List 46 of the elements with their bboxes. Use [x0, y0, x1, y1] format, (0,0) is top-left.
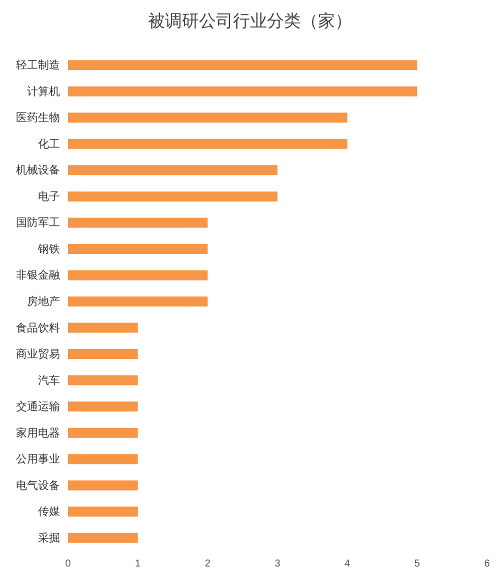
bar — [68, 402, 138, 412]
y-tick-label: 化工 — [38, 137, 60, 150]
y-tick-label: 机械设备 — [16, 164, 60, 177]
y-tick-label: 交通运输 — [16, 400, 60, 414]
bar — [68, 428, 138, 438]
bar — [68, 349, 138, 360]
y-tick-label: 传媒 — [38, 505, 60, 518]
x-tick-label: 0 — [65, 558, 72, 570]
bar — [68, 480, 138, 490]
bar — [68, 244, 208, 254]
y-tick-label: 钢铁 — [37, 242, 60, 256]
y-tick-label: 轻工制造 — [16, 58, 60, 72]
y-tick-label: 非银金融 — [16, 268, 60, 282]
x-tick-label: 3 — [274, 558, 281, 570]
y-tick-label: 医药生物 — [16, 111, 60, 124]
bar — [68, 296, 208, 306]
bar — [68, 138, 348, 149]
bar — [68, 375, 138, 386]
y-tick-label: 商业贸易 — [16, 348, 60, 361]
y-tick-label: 汽车 — [38, 374, 60, 387]
bar — [68, 270, 208, 280]
x-tick-label: 2 — [204, 558, 211, 570]
y-tick-label: 电气设备 — [16, 478, 60, 492]
chart-title: 被调研公司行业分类（家） — [148, 12, 352, 32]
x-tick-label: 5 — [414, 558, 420, 570]
y-tick-label: 采掘 — [38, 531, 60, 544]
y-tick-label: 房地产 — [27, 295, 60, 308]
y-tick-label: 电子 — [38, 190, 60, 203]
bar — [68, 60, 418, 70]
bar — [68, 86, 418, 96]
x-tick-label: 6 — [484, 558, 490, 570]
bar — [68, 532, 138, 543]
bar — [68, 454, 138, 464]
y-tick-label: 食品饮料 — [16, 321, 60, 334]
x-tick-label: 1 — [135, 558, 142, 570]
bar — [68, 112, 348, 123]
x-tick-label: 4 — [344, 558, 351, 570]
bar — [68, 191, 278, 202]
bar — [68, 165, 278, 176]
bar — [68, 322, 138, 333]
y-tick-label: 计算机 — [27, 84, 60, 98]
bar — [68, 218, 208, 228]
y-tick-label: 家用电器 — [16, 426, 60, 440]
bar — [68, 506, 138, 517]
y-tick-label: 国防军工 — [16, 216, 60, 230]
y-tick-label: 公用事业 — [16, 452, 60, 466]
